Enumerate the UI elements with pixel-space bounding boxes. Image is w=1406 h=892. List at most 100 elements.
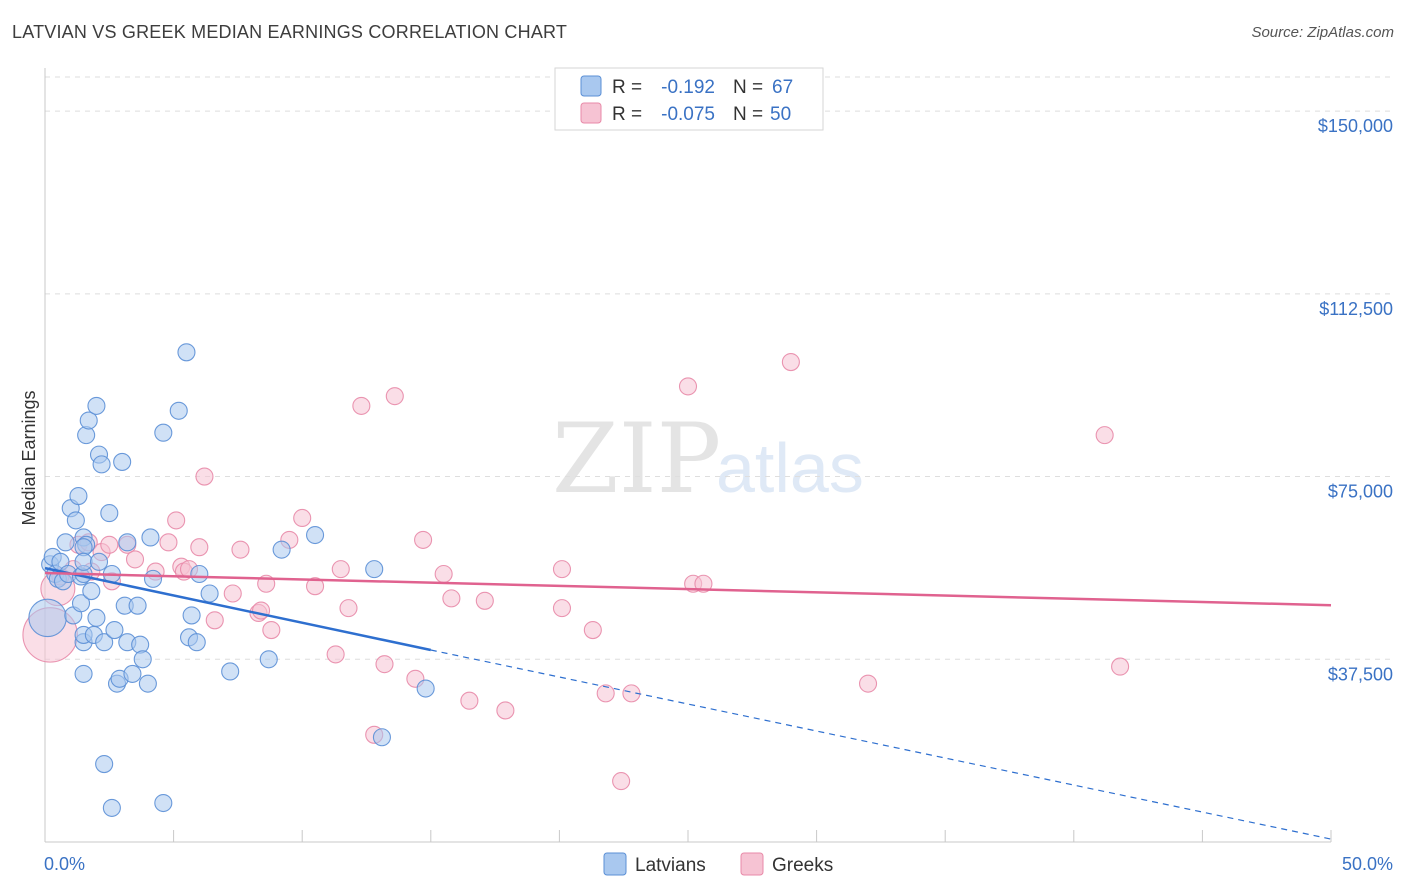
source-label: Source: ZipAtlas.com (1251, 24, 1394, 41)
y-tick-label-2: $112,500 (1319, 299, 1393, 319)
greeks-point-55 (1095, 426, 1114, 445)
latvians-point-0 (28, 598, 67, 638)
greeks-point-14 (167, 511, 186, 530)
greeks-point-52 (694, 574, 713, 593)
latvians-r-label: R = (612, 77, 642, 98)
latvians-point-33 (95, 754, 114, 774)
greeks-point-8 (100, 535, 119, 554)
latvians-point-49 (141, 528, 160, 547)
latvians-point-22 (74, 664, 93, 683)
greeks-r-value: -0.075 (661, 104, 715, 125)
legend-latvians-label: Latvians (635, 855, 706, 876)
latvians-trend-extension (430, 649, 1332, 840)
greeks-point-35 (375, 655, 394, 674)
y-tick-labels: $37,500 $75,000 $112,500 $150,000 (1318, 116, 1393, 684)
latvians-point-51 (154, 423, 173, 442)
latvians-point-28 (87, 608, 106, 627)
greeks-point-13 (159, 533, 178, 552)
latvians-point-48 (138, 674, 157, 693)
greeks-trend-line (44, 571, 1332, 607)
greeks-point-40 (442, 589, 461, 608)
latvians-point-60 (221, 662, 240, 681)
latvians-point-13 (71, 594, 91, 613)
series-legend: Latvians Greeks (603, 852, 833, 876)
latvians-trend-line (44, 566, 432, 652)
greeks-point-41 (460, 691, 479, 710)
greeks-point-30 (326, 645, 345, 664)
greeks-point-46 (583, 620, 602, 640)
greeks-point-20 (205, 611, 224, 630)
latvians-n-label: N = (733, 77, 763, 98)
greeks-n-value: 50 (770, 104, 791, 125)
legend-greeks-label: Greeks (772, 855, 833, 876)
greeks-point-31 (331, 560, 350, 579)
watermark-atlas: atlas (716, 429, 864, 507)
latvians-point-57 (187, 633, 206, 652)
greeks-point-11 (125, 550, 145, 569)
latvians-point-24 (79, 411, 98, 430)
latvians-r-value: -0.192 (661, 77, 715, 98)
legend-greeks-swatch (740, 852, 764, 876)
greeks-point-43 (496, 701, 515, 720)
greeks-point-36 (385, 387, 404, 406)
latvians-point-64 (365, 560, 384, 579)
greeks-point-18 (190, 538, 209, 557)
latvians-point-58 (190, 564, 209, 584)
greeks-n-label: N = (733, 104, 763, 125)
latvians-point-7 (56, 533, 75, 552)
latvians-point-42 (118, 533, 137, 552)
legend-latvians-swatch (603, 852, 627, 876)
greeks-point-21 (223, 584, 242, 603)
greeks-point-33 (352, 396, 371, 415)
y-axis-title: Median Earnings (19, 390, 39, 525)
latvians-n-value: 67 (772, 77, 793, 98)
latvians-swatch (580, 75, 602, 97)
latvians-point-27 (87, 396, 106, 415)
latvians-point-21 (74, 552, 93, 571)
latvians-point-54 (177, 343, 196, 362)
latvians-point-66 (416, 679, 435, 698)
watermark: ZIP atlas (552, 403, 864, 515)
latvians-point-11 (66, 511, 85, 530)
gridlines (45, 76, 1393, 660)
greeks-point-56 (1111, 657, 1130, 676)
latvians-point-32 (95, 633, 114, 652)
latvians-point-62 (272, 540, 291, 559)
y-tick-label-0: $37,500 (1328, 664, 1393, 684)
latvians-point-50 (143, 569, 163, 588)
axes (44, 68, 1332, 843)
greeks-point-44 (552, 560, 572, 579)
latvians-point-40 (113, 452, 132, 471)
latvians-point-61 (259, 650, 278, 669)
latvians-point-45 (128, 596, 147, 615)
latvians-point-36 (102, 798, 121, 817)
stats-legend: R = -0.192 N = 67 R = -0.075 N = 50 (554, 67, 824, 131)
greeks-point-50 (678, 377, 698, 396)
latvians-point-63 (306, 525, 325, 545)
greeks-r-label: R = (612, 104, 642, 125)
greeks-point-22 (231, 540, 250, 559)
y-tick-label-1: $75,000 (1328, 482, 1393, 502)
greeks-point-47 (596, 684, 615, 703)
trend-lines (44, 566, 1332, 840)
greeks-point-28 (293, 508, 312, 528)
x-tick-label-min: 0.0% (44, 854, 85, 874)
latvians-point-47 (133, 650, 152, 669)
greeks-point-39 (434, 564, 453, 584)
latvians-point-65 (372, 728, 391, 747)
greeks-point-53 (781, 352, 800, 372)
latvians-point-37 (105, 620, 124, 640)
greeks-point-48 (612, 772, 631, 791)
latvians-point-53 (169, 401, 188, 420)
greeks-point-26 (262, 620, 281, 640)
greeks-swatch (580, 102, 602, 124)
latvians-point-59 (200, 584, 219, 603)
latvians-point-44 (123, 664, 142, 683)
greeks-point-42 (475, 591, 494, 610)
latvians-point-12 (69, 486, 88, 506)
latvians-point-31 (92, 455, 111, 474)
greeks-point-54 (858, 674, 878, 693)
greeks-point-32 (339, 599, 358, 618)
x-tick-label-max: 50.0% (1342, 854, 1393, 874)
